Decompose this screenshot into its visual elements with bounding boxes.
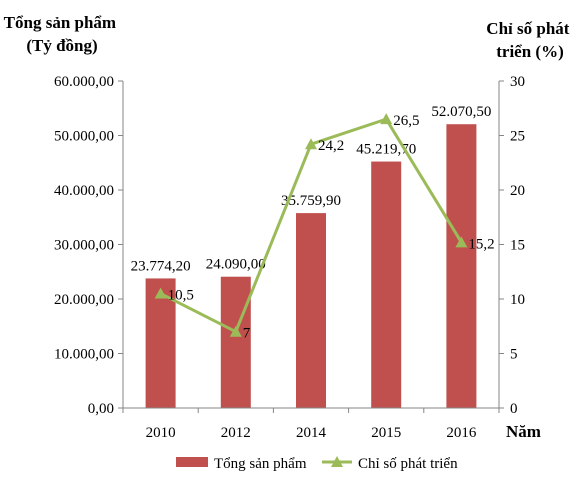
x-tick-label: 2015 (371, 425, 401, 441)
x-tick-label: 2012 (221, 425, 251, 441)
bar (371, 161, 402, 408)
left-tick-label: 10.000,00 (54, 347, 114, 363)
x-axis-title: Năm (506, 422, 541, 441)
left-tick-label: 30.000,00 (54, 238, 114, 254)
line-data-label: 10,5 (168, 288, 194, 304)
left-axis-title-line-2: (Tỷ đồng) (26, 36, 97, 55)
right-axis-title: Chỉ số phát triển (%) (486, 19, 573, 61)
left-axis-title: Tổng sản phẩm (Tỷ đồng) (4, 13, 121, 55)
line-data-label: 24,2 (318, 138, 344, 154)
right-tick-label: 5 (510, 347, 518, 363)
bar (446, 124, 477, 409)
legend-swatch-bar (176, 457, 208, 467)
legend-label-line: Chỉ số phát triển (358, 456, 458, 472)
bar (220, 276, 251, 408)
right-tick-label: 20 (510, 183, 525, 199)
right-tick-label: 15 (510, 238, 525, 254)
legend-swatch-marker (331, 456, 343, 467)
line-data-label: 7 (243, 326, 251, 342)
line-data-label: 15,2 (468, 236, 494, 252)
right-axis-title-line-2: triển (%) (496, 42, 564, 61)
left-axis-ticks: 0,00 10.000,00 20.000,00 30.000,00 40.000,00… (54, 74, 123, 417)
x-axis-ticks: 2010 2012 2014 2015 2016 (122, 408, 500, 441)
right-tick-label: 10 (510, 292, 525, 308)
left-tick-label: 60.000,00 (54, 74, 114, 90)
legend: Tổng sản phẩm Chỉ số phát triển (176, 456, 458, 472)
left-tick-label: 20.000,00 (54, 292, 114, 308)
line-marker (380, 113, 393, 125)
line-marker (154, 287, 167, 299)
bar-data-label: 24.090,00 (206, 257, 266, 273)
bar-data-label: 52.070,50 (431, 104, 491, 120)
right-tick-label: 25 (510, 129, 525, 145)
x-tick-label: 2010 (146, 425, 176, 441)
right-axis-ticks: 0 5 10 15 20 25 30 (499, 74, 525, 417)
bar-series (145, 124, 477, 409)
line-data-label: 26,5 (393, 113, 419, 129)
right-axis-title-line-1: Chỉ số phát (486, 19, 569, 38)
left-tick-label: 0,00 (88, 401, 114, 417)
x-tick-label: 2014 (296, 425, 327, 441)
bar (296, 213, 326, 408)
line-series (154, 113, 468, 337)
legend-label-bar: Tổng sản phẩm (214, 456, 307, 472)
left-axis-title-line-1: Tổng sản phẩm (4, 13, 116, 32)
left-tick-label: 50.000,00 (54, 129, 114, 145)
x-tick-label: 2016 (446, 425, 477, 441)
bar-data-label: 23.774,20 (131, 258, 191, 274)
right-tick-label: 0 (510, 401, 518, 417)
line-marker (455, 236, 468, 248)
left-tick-label: 40.000,00 (54, 183, 114, 199)
bar-data-label: 35.759,90 (281, 193, 341, 209)
line-data-labels: 10,5 7 24,2 26,5 15,2 (168, 113, 495, 342)
line-marker (229, 325, 242, 337)
line-marker (305, 138, 317, 150)
right-tick-label: 30 (510, 74, 525, 90)
